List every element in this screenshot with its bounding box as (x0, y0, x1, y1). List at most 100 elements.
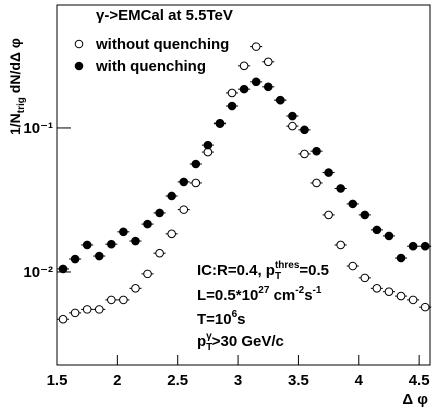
marker (300, 149, 309, 159)
marker (300, 125, 309, 135)
x-tick-label: 4 (355, 372, 364, 389)
legend-marker (74, 61, 84, 71)
marker (215, 119, 225, 129)
annotation-part: =0.5 (299, 262, 329, 279)
marker (131, 284, 140, 293)
marker (70, 254, 80, 264)
annotation-part: -1 (313, 285, 322, 296)
annotation-part: T (206, 342, 212, 353)
marker (227, 88, 237, 98)
marker (143, 269, 152, 279)
marker (94, 251, 104, 261)
marker (82, 305, 92, 314)
annotation: IC:R=0.4, pTthres=0.5 (197, 260, 329, 282)
marker (58, 314, 68, 324)
y-label-part: Δ φ (7, 38, 23, 62)
annotation-part: 27 (258, 285, 270, 296)
marker (58, 264, 68, 274)
marker (288, 111, 297, 121)
marker (94, 305, 104, 314)
marker (191, 178, 201, 188)
x-tick-label: 2.5 (167, 372, 188, 389)
annotation: pTγ>30 GeV/c (197, 331, 284, 353)
y-tick-label: 10⁻² (23, 264, 53, 281)
marker (263, 57, 273, 67)
annotation-part: IC:R=0.4, p (197, 262, 275, 279)
marker (360, 273, 370, 283)
marker (263, 82, 273, 92)
marker (143, 219, 152, 229)
marker (408, 295, 418, 305)
annotation-part: L=0.5*10 (197, 287, 258, 304)
annotation-part: p (197, 333, 206, 350)
annotation-part: T=10 (197, 311, 232, 328)
annotation-part: T (275, 271, 281, 282)
marker (203, 140, 213, 150)
marker (420, 302, 430, 312)
marker (348, 199, 358, 209)
marker (70, 308, 80, 318)
marker (276, 95, 285, 105)
annotation-part: >30 GeV/c (212, 333, 284, 350)
marker (324, 210, 333, 220)
marker (396, 291, 406, 301)
marker (155, 208, 164, 218)
annotation-part: γ (206, 331, 212, 342)
marker (179, 205, 189, 214)
x-tick-label: 4.5 (409, 372, 430, 389)
marker (107, 295, 116, 305)
marker (324, 168, 333, 177)
marker (251, 42, 261, 51)
marker (239, 84, 249, 94)
marker (131, 236, 140, 246)
marker (251, 77, 261, 87)
marker (119, 295, 128, 305)
y-label-part: trig (16, 97, 27, 113)
plot-frame (56, 4, 431, 366)
legend-label: with quenching (95, 58, 206, 75)
y-label-part: 1/N (7, 113, 23, 135)
annotation-part: cm (269, 287, 295, 304)
annotation-part: s (304, 287, 312, 304)
marker (372, 284, 382, 293)
marker (167, 229, 176, 239)
annotation: L=0.5*1027 cm-2s-1 (197, 285, 322, 304)
series (57, 42, 432, 324)
x-tick-label: 3 (234, 372, 242, 389)
legend-title: γ->EMCal at 5.5TeV (96, 7, 233, 24)
marker (348, 261, 358, 271)
annotation: T=106s (197, 309, 246, 328)
marker (372, 225, 382, 235)
marker (191, 159, 201, 169)
marker (420, 241, 430, 251)
marker (107, 239, 116, 249)
marker (179, 177, 189, 187)
series (57, 77, 432, 274)
marker (396, 253, 406, 263)
marker (336, 184, 345, 193)
marker (312, 146, 321, 156)
x-tick-label: 1.5 (47, 372, 68, 389)
y-tick-label: 10⁻¹ (23, 120, 53, 137)
marker (408, 241, 418, 251)
marker (384, 287, 394, 296)
marker (227, 101, 237, 111)
marker (155, 248, 164, 258)
marker (336, 240, 345, 250)
annotation-part: 6 (232, 309, 238, 320)
annotation-part: thres (275, 260, 300, 271)
y-axis-label: 1/Ntrig dN/dΔ φ (7, 38, 27, 135)
marker (360, 210, 370, 220)
x-tick-label: 2 (113, 372, 121, 389)
annotation-part: s (237, 311, 245, 328)
x-axis-label: Δ φ (402, 391, 428, 408)
annotation-part: -2 (295, 285, 304, 296)
legend-label: without quenching (95, 36, 229, 53)
marker (312, 178, 321, 188)
marker (167, 191, 176, 201)
x-tick-label: 3.5 (288, 372, 309, 389)
marker (82, 240, 92, 250)
marker (384, 231, 394, 241)
